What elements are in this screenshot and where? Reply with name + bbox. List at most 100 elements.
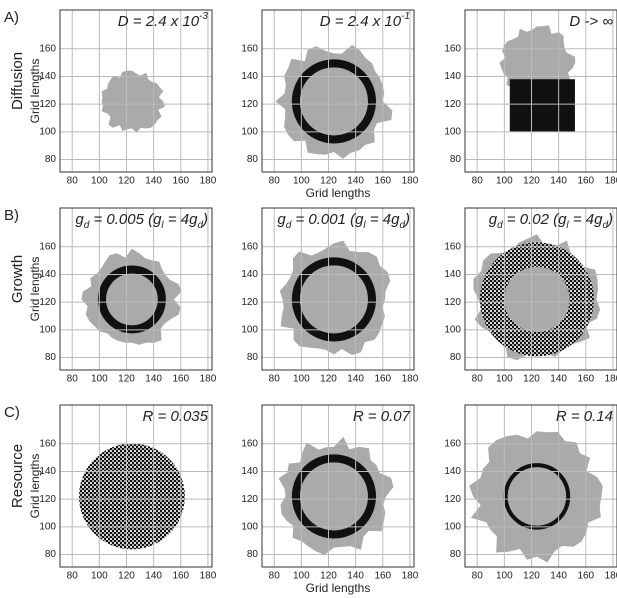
frame: [464, 404, 617, 568]
title-run: l: [161, 220, 164, 231]
y-tick-label: 140: [241, 466, 258, 477]
x-tick-label: 100: [496, 571, 513, 582]
x-tick-label: 80: [269, 176, 281, 187]
x-tick-label: 180: [402, 571, 419, 582]
frame: [261, 207, 415, 371]
y-tick-label: 120: [444, 494, 461, 505]
y-tick-label: 160: [444, 241, 461, 252]
x-tick-label: 80: [472, 176, 484, 187]
y-tick-label: 80: [450, 352, 462, 363]
x-tick-label: 180: [605, 571, 617, 582]
row-letter: A): [4, 9, 19, 26]
x-tick-label: 120: [320, 374, 337, 385]
x-tick-label: 160: [577, 374, 594, 385]
panel-title: R = 0.07: [353, 408, 411, 425]
x-tick-label: 180: [200, 374, 217, 385]
y-tick-label: 120: [241, 99, 258, 110]
title-run: R = 0.14: [556, 408, 613, 425]
row-name: Growth: [9, 255, 26, 303]
blob-ring: [291, 454, 376, 539]
y-tick-label: 80: [45, 154, 57, 165]
title-run: D = 2.4 x 10: [118, 13, 200, 30]
x-tick-label: 180: [402, 374, 419, 385]
x-tick-label: 120: [320, 176, 337, 187]
title-run: l: [363, 220, 366, 231]
x-tick-label: 100: [293, 176, 310, 187]
x-tick-label: 180: [402, 176, 419, 187]
x-tick-label: 100: [91, 176, 108, 187]
y-tick-label: 140: [39, 466, 56, 477]
x-tick-label: 80: [472, 571, 484, 582]
x-tick-label: 100: [496, 176, 513, 187]
y-tick-label: 120: [444, 99, 461, 110]
x-tick-label: 180: [605, 374, 617, 385]
row-letter: B): [4, 207, 19, 224]
title-run: d: [286, 220, 292, 231]
blob-core: [300, 462, 368, 531]
y-axis-label: Grid lengths: [28, 257, 42, 322]
y-tick-label: 140: [444, 269, 461, 280]
title-run: d: [399, 220, 405, 231]
y-axis-label: Grid lengths: [28, 59, 42, 124]
title-run: g: [489, 211, 498, 228]
y-tick-label: 160: [39, 43, 56, 54]
y-tick-label: 140: [444, 466, 461, 477]
blob: [101, 70, 165, 133]
x-tick-label: 120: [320, 571, 337, 582]
x-tick-label: 140: [347, 176, 364, 187]
x-tick-label: 160: [374, 571, 391, 582]
title-run: ): [606, 211, 613, 228]
y-tick-label: 100: [39, 521, 56, 532]
title-run: D = 2.4 x 10: [320, 13, 402, 30]
frame: [59, 9, 213, 173]
y-tick-label: 120: [444, 297, 461, 308]
y-tick-label: 120: [39, 99, 56, 110]
x-tick-label: 120: [118, 374, 135, 385]
title-run: -1: [401, 11, 410, 22]
x-tick-label: 100: [293, 374, 310, 385]
frame: [59, 207, 213, 371]
y-tick-label: 100: [444, 521, 461, 532]
title-run: l: [566, 220, 569, 231]
x-tick-label: 140: [550, 176, 567, 187]
y-tick-label: 160: [39, 438, 56, 449]
panel-title: D -> ∞: [569, 13, 613, 30]
title-run: R = 0.035: [143, 408, 209, 425]
y-tick-label: 80: [450, 154, 462, 165]
x-tick-label: 120: [523, 571, 540, 582]
x-tick-label: 100: [91, 571, 108, 582]
y-tick-label: 100: [444, 324, 461, 335]
blob-ring: [503, 463, 571, 530]
x-tick-label: 80: [472, 374, 484, 385]
panel-title: gd = 0.02 (gl = 4gd): [489, 211, 613, 231]
x-tick-label: 120: [118, 176, 135, 187]
title-run: g: [277, 211, 286, 228]
x-tick-label: 140: [550, 374, 567, 385]
title-run: ): [403, 211, 410, 228]
x-tick-label: 160: [374, 176, 391, 187]
frame: [464, 207, 617, 371]
blob-ring: [479, 242, 594, 357]
blob-core: [300, 265, 368, 334]
title-run: = 4g: [366, 211, 400, 228]
panel-title: gd = 0.001 (gl = 4gd): [277, 211, 410, 231]
x-tick-label: 140: [145, 374, 162, 385]
x-tick-label: 140: [145, 571, 162, 582]
y-tick-label: 100: [241, 324, 258, 335]
title-run: d: [197, 220, 203, 231]
y-tick-label: 160: [241, 43, 258, 54]
x-tick-label: 120: [118, 571, 135, 582]
blob-ring: [291, 257, 376, 342]
x-tick-label: 180: [605, 176, 617, 187]
panel: 80 100 120 140 160 180 80 100 120 140 160 R = 0.07 G…: [241, 404, 419, 595]
panel: 80 100 120 140 160 180 80 100 120 140 160 D = 2.4 x…: [241, 9, 419, 200]
panel: 80 100 120 140 160 180 80 100 120 140 160 R = 0.035…: [28, 404, 217, 582]
panel-title: R = 0.14: [556, 408, 613, 425]
title-run: d: [497, 220, 503, 231]
x-tick-label: 160: [172, 571, 189, 582]
y-tick-label: 160: [444, 438, 461, 449]
y-tick-label: 80: [45, 352, 57, 363]
frame: [59, 404, 213, 568]
